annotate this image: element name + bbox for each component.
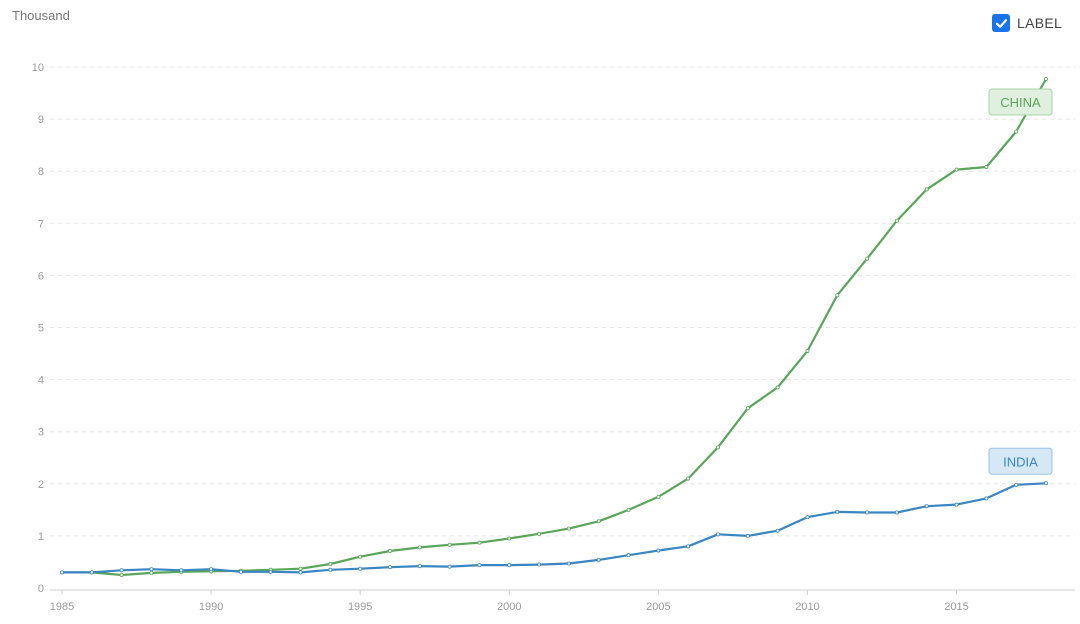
y-axis-unit-label: Thousand [12, 8, 70, 23]
data-point-india[interactable] [894, 510, 899, 515]
data-point-china[interactable] [865, 256, 870, 261]
data-point-india[interactable] [835, 509, 840, 514]
data-point-india[interactable] [924, 504, 929, 509]
data-point-china[interactable] [924, 187, 929, 192]
series-label-china: CHINA [988, 88, 1053, 116]
data-point-china[interactable] [894, 218, 899, 223]
data-point-china[interactable] [507, 536, 512, 541]
y-axis-ticks: 0 1 2 3 4 5 6 7 8 9 10 [32, 62, 44, 595]
data-point-india[interactable] [268, 569, 273, 574]
data-point-china[interactable] [417, 545, 422, 550]
data-point-india[interactable] [209, 567, 214, 572]
y-tick-label: 10 [32, 62, 44, 74]
data-point-china[interactable] [596, 519, 601, 524]
data-point-india[interactable] [477, 563, 482, 568]
data-point-china[interactable] [447, 542, 452, 547]
data-point-china[interactable] [566, 526, 571, 531]
series-label-text: CHINA [1000, 95, 1041, 110]
data-point-india[interactable] [775, 528, 780, 533]
data-point-india[interactable] [1014, 482, 1019, 487]
label-toggle[interactable]: LABEL [992, 14, 1062, 32]
data-point-china[interactable] [954, 167, 959, 172]
y-tick-label: 8 [38, 166, 44, 178]
data-point-india[interactable] [328, 567, 333, 572]
data-point-china[interactable] [298, 566, 303, 571]
data-point-china[interactable] [119, 572, 124, 577]
y-tick-label: 3 [38, 427, 44, 439]
y-tick-label: 0 [38, 583, 44, 595]
data-point-india[interactable] [89, 570, 94, 575]
data-point-india[interactable] [537, 562, 542, 567]
data-point-china[interactable] [358, 554, 363, 559]
x-tick-label: 2005 [646, 601, 670, 613]
data-point-china[interactable] [1014, 129, 1019, 134]
data-point-china[interactable] [477, 540, 482, 545]
data-point-india[interactable] [805, 515, 810, 520]
data-point-india[interactable] [60, 570, 65, 575]
data-point-india[interactable] [566, 561, 571, 566]
data-point-india[interactable] [298, 570, 303, 575]
x-tick-label: 2000 [497, 601, 521, 613]
data-point-india[interactable] [984, 496, 989, 501]
x-tick-label: 2010 [795, 601, 819, 613]
data-point-india[interactable] [387, 565, 392, 570]
data-point-india[interactable] [149, 567, 154, 572]
data-point-china[interactable] [716, 445, 721, 450]
data-point-india[interactable] [119, 568, 124, 573]
data-point-china[interactable] [537, 531, 542, 536]
series-lines [60, 76, 1049, 577]
data-point-china[interactable] [745, 406, 750, 411]
label-toggle-text: LABEL [1017, 15, 1063, 31]
y-tick-label: 7 [38, 218, 44, 230]
x-tick-label: 2015 [944, 601, 968, 613]
data-point-china[interactable] [656, 494, 661, 499]
data-point-india[interactable] [417, 564, 422, 569]
data-point-india[interactable] [238, 569, 243, 574]
data-point-china[interactable] [328, 562, 333, 567]
data-point-india[interactable] [716, 532, 721, 537]
x-tick-label: 1995 [348, 601, 372, 613]
series-line-india [62, 482, 1047, 574]
series-label-box [988, 88, 1053, 116]
data-point-india[interactable] [179, 568, 184, 573]
data-point-india[interactable] [626, 553, 631, 558]
y-tick-label: 6 [38, 270, 44, 282]
y-tick-label: 9 [38, 114, 44, 126]
data-point-china[interactable] [775, 385, 780, 390]
x-tick-label: 1990 [199, 601, 223, 613]
grid-lines [50, 66, 1075, 537]
data-point-china[interactable] [1044, 76, 1049, 81]
label-checkbox[interactable] [992, 14, 1010, 32]
data-point-india[interactable] [447, 564, 452, 569]
series-label-india: INDIA [988, 447, 1053, 475]
series-labels: CHINA INDIA [988, 88, 1053, 475]
checkmark-icon [995, 18, 1007, 28]
data-point-india[interactable] [1044, 481, 1049, 486]
data-point-china[interactable] [805, 348, 810, 353]
data-point-china[interactable] [626, 507, 631, 512]
y-tick-label: 1 [38, 531, 44, 543]
data-point-china[interactable] [149, 570, 154, 575]
y-tick-label: 5 [38, 323, 44, 335]
data-point-china[interactable] [984, 165, 989, 170]
data-point-india[interactable] [596, 557, 601, 562]
data-point-india[interactable] [686, 544, 691, 549]
data-point-india[interactable] [865, 510, 870, 515]
data-point-india[interactable] [954, 502, 959, 507]
data-point-china[interactable] [387, 549, 392, 554]
series-label-text: INDIA [1003, 454, 1038, 469]
series-label-box [988, 447, 1053, 475]
data-point-china[interactable] [686, 476, 691, 481]
data-point-india[interactable] [358, 566, 363, 571]
data-point-china[interactable] [835, 293, 840, 298]
data-point-india[interactable] [656, 548, 661, 553]
data-point-india[interactable] [745, 533, 750, 538]
data-point-india[interactable] [507, 563, 512, 568]
x-axis-ticks: 1985 1990 1995 2000 2005 2010 2015 [50, 590, 969, 613]
y-tick-label: 2 [38, 479, 44, 491]
x-tick-label: 1985 [50, 601, 74, 613]
y-tick-label: 4 [38, 375, 44, 387]
